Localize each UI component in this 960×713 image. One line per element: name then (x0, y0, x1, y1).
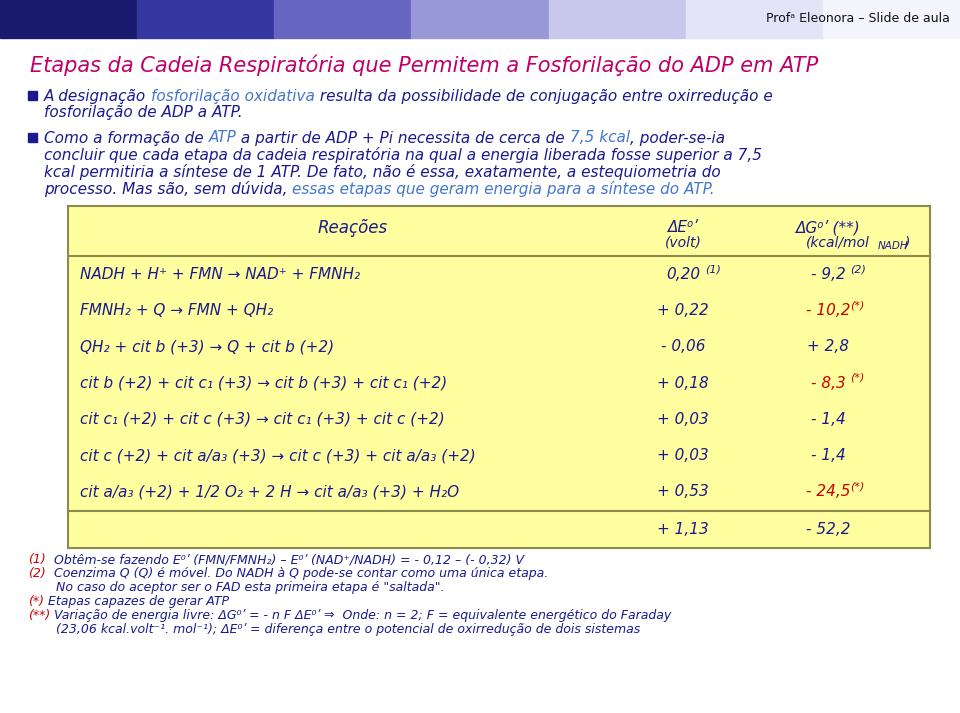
Text: Etapas capazes de gerar ATP: Etapas capazes de gerar ATP (44, 595, 229, 608)
Text: + 0,53: + 0,53 (658, 484, 708, 499)
Text: (kcal/mol: (kcal/mol (806, 236, 870, 250)
Text: - 9,2: - 9,2 (810, 267, 846, 282)
Bar (68, 206, 930, 548)
Text: (*): (*) (28, 595, 44, 608)
Bar (137, 0, 275, 38)
Text: + 0,22: + 0,22 (658, 303, 708, 318)
Text: FMNH₂ + Q → FMN + QH₂: FMNH₂ + Q → FMN + QH₂ (80, 303, 274, 318)
Text: , poder-se-ia: , poder-se-ia (630, 130, 725, 145)
Text: (*): (*) (850, 482, 864, 492)
Text: NADH + H⁺ + FMN → NAD⁺ + FMNH₂: NADH + H⁺ + FMN → NAD⁺ + FMNH₂ (80, 267, 360, 282)
Text: Coenzima Q (Q) é móvel. Do NADH à Q pode-se contar como uma única etapa.: Coenzima Q (Q) é móvel. Do NADH à Q pode… (46, 568, 548, 580)
Text: ΔE⁰ʹ: ΔE⁰ʹ (668, 220, 698, 235)
Text: + 0,03: + 0,03 (658, 412, 708, 427)
Text: fosforilação oxidativa: fosforilação oxidativa (151, 88, 315, 103)
Text: (volt): (volt) (664, 236, 702, 250)
Text: + 1,13: + 1,13 (658, 521, 708, 536)
Text: Reações: Reações (318, 219, 388, 237)
Text: ): ) (905, 236, 910, 250)
Text: Etapas da Cadeia Respiratória que Permitem a Fosforilação do ADP em ATP: Etapas da Cadeia Respiratória que Permit… (30, 54, 818, 76)
Text: A designação: A designação (44, 88, 151, 103)
Text: cit c₁ (+2) + cit c (+3) → cit c₁ (+3) + cit c (+2): cit c₁ (+2) + cit c (+3) → cit c₁ (+3) +… (80, 412, 444, 427)
Text: fosforilação de ADP a ATP.: fosforilação de ADP a ATP. (44, 106, 243, 120)
Text: + 0,18: + 0,18 (658, 376, 708, 391)
Text: - 24,5: - 24,5 (805, 484, 851, 499)
Bar (275, 0, 412, 38)
Text: (23,06 kcal.volt⁻¹. mol⁻¹); ΔE⁰ʹ = diferença entre o potencial de oxirredução de: (23,06 kcal.volt⁻¹. mol⁻¹); ΔE⁰ʹ = difer… (28, 623, 640, 637)
Text: + 0,03: + 0,03 (658, 448, 708, 463)
Text: processo. Mas são, sem dúvida,: processo. Mas são, sem dúvida, (44, 181, 293, 197)
Text: (*): (*) (850, 300, 864, 310)
Text: - 10,2: - 10,2 (805, 303, 851, 318)
Text: NADH: NADH (878, 241, 908, 251)
Text: (1): (1) (28, 553, 46, 567)
Bar (0, 0, 137, 38)
Text: cit a/a₃ (+2) + 1/2 O₂ + 2 H → cit a/a₃ (+3) + H₂O: cit a/a₃ (+2) + 1/2 O₂ + 2 H → cit a/a₃ … (80, 484, 459, 499)
Bar (823, 0, 960, 38)
Text: Variação de energia livre: ΔG⁰ʹ = - n F ΔE⁰ʹ ⇒  Onde: n = 2; F = equivalente ene: Variação de energia livre: ΔG⁰ʹ = - n F … (50, 610, 671, 622)
Text: QH₂ + cit b (+3) → Q + cit b (+2): QH₂ + cit b (+3) → Q + cit b (+2) (80, 339, 334, 354)
Text: No caso do aceptor ser o FAD esta primeira etapa é "saltada".: No caso do aceptor ser o FAD esta primei… (28, 582, 444, 595)
Text: (**): (**) (28, 610, 50, 622)
Text: - 0,06: - 0,06 (660, 339, 706, 354)
Text: a partir de ADP + Pi necessita de cerca de: a partir de ADP + Pi necessita de cerca … (236, 130, 570, 145)
Text: + 2,8: + 2,8 (807, 339, 849, 354)
Text: concluir que cada etapa da cadeia respiratória na qual a energia liberada fosse : concluir que cada etapa da cadeia respir… (44, 147, 762, 163)
Text: ΔG⁰ʹ (**): ΔG⁰ʹ (**) (796, 220, 860, 236)
Text: (1): (1) (705, 264, 721, 274)
Text: kcal permitiria a síntese de 1 ATP. De fato, não é essa, exatamente, a estequiom: kcal permitiria a síntese de 1 ATP. De f… (44, 164, 721, 180)
Text: Como a formação de: Como a formação de (44, 130, 208, 145)
Text: (*): (*) (850, 373, 864, 383)
Text: Obtêm-se fazendo E⁰ʹ (FMN/FMNH₂) – E⁰ʹ (NAD⁺/NADH) = - 0,12 – (- 0,32) V: Obtêm-se fazendo E⁰ʹ (FMN/FMNH₂) – E⁰ʹ (… (46, 553, 524, 567)
Bar (685, 0, 823, 38)
Bar (548, 0, 685, 38)
Bar (412, 0, 548, 38)
Text: - 1,4: - 1,4 (810, 412, 846, 427)
Bar (28, 133, 37, 142)
Bar (28, 91, 37, 100)
Text: resulta da possibilidade de conjugação entre oxirredução e: resulta da possibilidade de conjugação e… (315, 88, 773, 103)
Text: - 1,4: - 1,4 (810, 448, 846, 463)
Text: Profᵃ Eleonora – Slide de aula: Profᵃ Eleonora – Slide de aula (766, 13, 950, 26)
Text: - 8,3: - 8,3 (810, 376, 846, 391)
Text: essas etapas que geram energia para a síntese do ATP.: essas etapas que geram energia para a sí… (293, 181, 715, 197)
Bar (7, 7, 18, 32)
Text: cit c (+2) + cit a/a₃ (+3) → cit c (+3) + cit a/a₃ (+2): cit c (+2) + cit a/a₃ (+3) → cit c (+3) … (80, 448, 476, 463)
Text: ATP: ATP (208, 130, 236, 145)
Text: 0,20: 0,20 (666, 267, 700, 282)
Bar (21, 7, 32, 32)
Text: 7,5 kcal: 7,5 kcal (570, 130, 630, 145)
Text: - 52,2: - 52,2 (805, 521, 851, 536)
Text: (2): (2) (850, 264, 866, 274)
Text: (2): (2) (28, 568, 46, 580)
Text: cit b (+2) + cit c₁ (+3) → cit b (+3) + cit c₁ (+2): cit b (+2) + cit c₁ (+3) → cit b (+3) + … (80, 376, 447, 391)
